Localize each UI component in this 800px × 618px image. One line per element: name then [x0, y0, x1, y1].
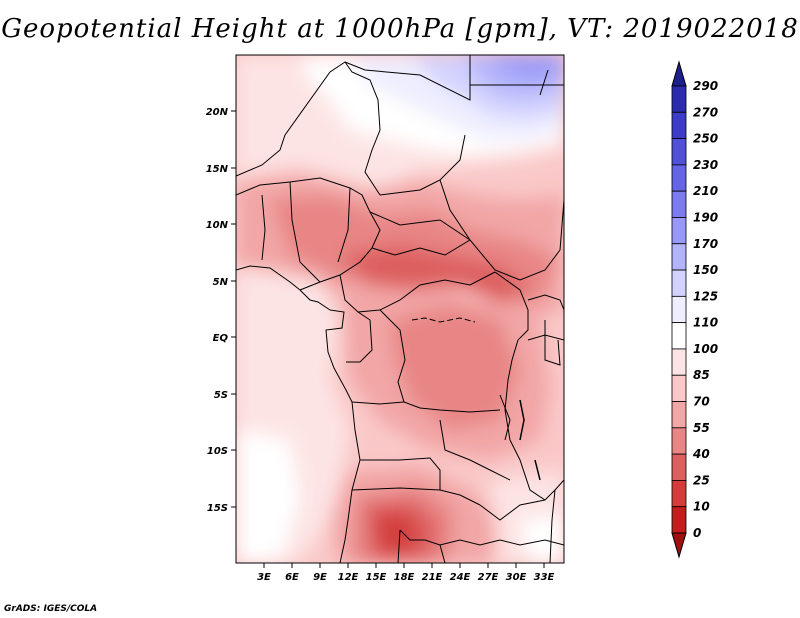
- lat-label: 15N: [206, 164, 229, 175]
- colorbar-top-arrow: [671, 60, 687, 87]
- colorbar-label: 270: [693, 105, 718, 119]
- colorbar-segment: [671, 453, 687, 481]
- lon-label: 30E: [506, 572, 527, 583]
- colorbar-label: 125: [693, 289, 718, 303]
- colorbar-label: 70: [693, 395, 710, 409]
- map-title: Geopotential Height at 1000hPa [gpm], VT…: [1, 14, 799, 44]
- height-field: [236, 55, 564, 563]
- colorbar-segment: [671, 138, 687, 166]
- lon-label: 15E: [366, 572, 387, 583]
- lat-label: 20N: [206, 107, 229, 118]
- colorbar-label: 55: [693, 421, 710, 435]
- lat-label: 10S: [207, 446, 228, 457]
- lon-label: 33E: [534, 572, 555, 583]
- colorbar-segment: [671, 374, 687, 402]
- colorbar-segment: [671, 217, 687, 245]
- colorbar-label: 85: [693, 368, 710, 382]
- lon-label: 3E: [257, 572, 271, 583]
- colorbar-segment: [671, 295, 687, 324]
- colorbar-segment: [671, 322, 687, 350]
- colorbar-label: 210: [693, 184, 718, 198]
- colorbar-segment: [671, 164, 687, 192]
- country-borders: [236, 55, 564, 563]
- colorbar-segment: [671, 85, 687, 113]
- lat-label: 5S: [214, 390, 228, 401]
- colorbar-segment: [671, 427, 687, 455]
- lon-label: 6E: [285, 572, 299, 583]
- colorbar-label: 110: [693, 316, 718, 330]
- lon-label: 18E: [394, 572, 415, 583]
- colorbar-label: 25: [693, 473, 710, 487]
- colorbar-label: 100: [693, 342, 718, 356]
- colorbar-segment: [671, 348, 687, 376]
- lat-label: 10N: [206, 220, 229, 231]
- lat-label: EQ: [213, 333, 229, 344]
- lon-label: 9E: [313, 572, 327, 583]
- colorbar-label: 250: [693, 132, 718, 146]
- longitude-labels: 3E 6E 9E 12E 15E 18E 21E 24E 27E 30E 33E: [257, 572, 554, 583]
- colorbar-segment: [671, 506, 687, 534]
- colorbar-label: 290: [693, 79, 718, 93]
- lon-label: 27E: [478, 572, 499, 583]
- colorbar-segment: [671, 480, 687, 508]
- colorbar-label: 170: [693, 237, 718, 251]
- lon-label: 12E: [338, 572, 359, 583]
- colorbar-label: 0: [693, 526, 701, 540]
- colorbar-segment: [671, 269, 687, 297]
- lat-label: 5N: [213, 277, 229, 288]
- lon-label: 21E: [422, 572, 443, 583]
- colorbar-bottom-arrow: [671, 532, 687, 559]
- colorbar-segment: [671, 243, 687, 271]
- map-frame: [235, 54, 565, 564]
- lat-label: 15S: [207, 503, 228, 514]
- colorbar-label: 230: [693, 158, 718, 172]
- lon-label: 24E: [450, 572, 471, 583]
- colorbar-segment: [671, 190, 687, 218]
- colorbar: 2902702502302101901701501251101008570554…: [671, 60, 718, 559]
- colorbar-label: 10: [693, 500, 710, 514]
- colorbar-label: 190: [693, 210, 718, 224]
- latitude-labels: 20N 15N 10N 5N EQ 5S 10S 15S: [206, 107, 229, 514]
- credit-text: GrADS: IGES/COLA: [4, 604, 98, 614]
- colorbar-label: 150: [693, 263, 718, 277]
- colorbar-segment: [671, 401, 687, 429]
- colorbar-label: 40: [692, 447, 710, 461]
- colorbar-segment: [671, 111, 687, 139]
